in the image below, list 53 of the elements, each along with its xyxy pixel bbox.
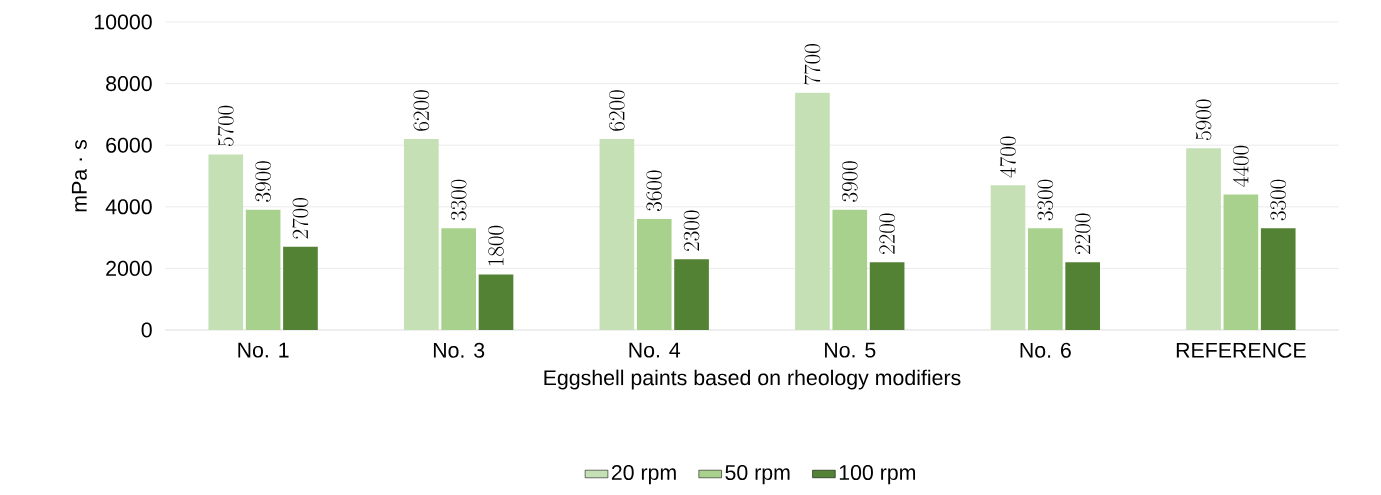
bar	[478, 274, 514, 330]
y-tick-label: 4000	[105, 199, 152, 215]
x-axis-title: Eggshell paints based on rheology modifiers	[544, 369, 961, 390]
bar	[636, 219, 672, 330]
legend-label: 50 rpm	[725, 464, 790, 485]
bar	[1186, 148, 1221, 330]
x-tick-label: No. 6	[1020, 342, 1071, 358]
data-label: 1800	[488, 225, 504, 266]
y-tick-label: 10000	[94, 14, 152, 30]
bar	[1028, 228, 1063, 330]
bar	[795, 92, 830, 330]
bar	[1065, 262, 1100, 330]
data-label: 2700	[292, 198, 309, 239]
data-label: 2200	[1074, 213, 1091, 254]
data-label: 5700	[217, 105, 234, 147]
bar	[404, 139, 439, 330]
bar	[599, 139, 635, 330]
data-label: 3300	[1037, 179, 1054, 221]
data-label: 3300	[450, 179, 467, 221]
x-tick-label: No. 5	[825, 342, 876, 358]
y-axis-title: mPa · s	[71, 140, 87, 212]
bar	[208, 154, 244, 330]
x-tick-label: No. 1	[238, 342, 289, 358]
data-label: 6200	[413, 90, 430, 131]
x-tick-label: No. 4	[629, 342, 681, 358]
data-label: 3900	[841, 161, 858, 202]
legend-label: 100 rpm	[839, 464, 916, 485]
x-tick-label: No. 3	[433, 342, 485, 358]
bar	[990, 185, 1026, 330]
data-label: 3300	[1270, 179, 1287, 221]
data-label: 3900	[255, 161, 271, 202]
legend-label: 20 rpm	[611, 464, 676, 485]
data-label: 6200	[609, 90, 625, 131]
y-tick-label: 8000	[106, 76, 152, 92]
bar	[674, 259, 709, 330]
x-tick-label: REFERENCE	[1176, 342, 1306, 358]
data-label: 3600	[646, 170, 663, 211]
bar	[1223, 194, 1259, 330]
bar	[1260, 228, 1296, 330]
bar	[832, 209, 868, 330]
bar	[283, 246, 318, 330]
bar	[869, 262, 905, 330]
data-label: 4700	[999, 136, 1016, 178]
data-label: 7700	[804, 44, 821, 85]
y-tick-label: 6000	[106, 137, 152, 153]
data-label: 4400	[1232, 145, 1249, 187]
bar	[441, 228, 477, 330]
data-label: 5900	[1195, 99, 1212, 140]
y-tick-label: 0	[141, 322, 152, 338]
y-tick-label: 2000	[106, 260, 152, 276]
data-label: 2300	[683, 210, 700, 251]
data-label: 2200	[879, 213, 895, 254]
bar	[245, 209, 281, 330]
